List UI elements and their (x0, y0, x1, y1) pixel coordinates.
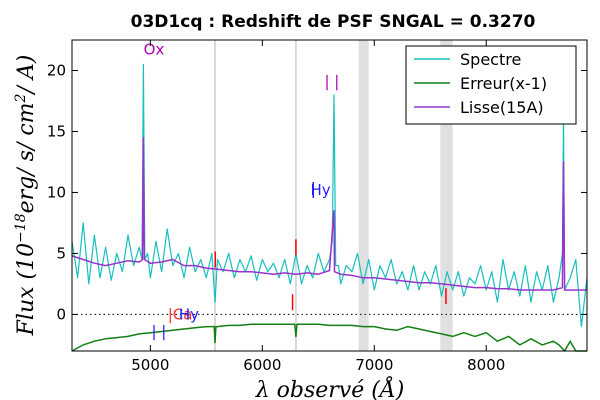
grey-band-0 (358, 40, 369, 351)
y-label-pre: Flux (10 (14, 243, 39, 336)
annotation-2: Hy (310, 181, 330, 199)
y-tick-label-1: 5 (56, 244, 66, 262)
markers-layer (214, 182, 447, 311)
annotation-0: Ox (144, 41, 165, 59)
y-label-post2: / A) (14, 55, 39, 96)
y-label-exp2: 2 (13, 93, 29, 103)
plot-frame (71, 39, 588, 352)
x-tick-label-0: 5000 (131, 356, 169, 374)
y-axis-label: Flux (10−18erg/ s/ cm2/ A) (13, 55, 39, 337)
annotation-3: | | (151, 322, 166, 340)
annotation-4: |Ca (168, 305, 193, 323)
chart-title: 03D1cq : Redshift de PSF SNGAL = 0.3270 (131, 12, 536, 32)
legend-label-lisse: Lisse(15A) (460, 98, 544, 117)
y-tick-label-3: 15 (47, 122, 66, 140)
x-tick-label-1: 6000 (243, 356, 281, 374)
x-tick-label-3: 8000 (467, 356, 505, 374)
y-tick-label-2: 10 (47, 183, 66, 201)
legend: Spectre Erreur(x-1) Lisse(15A) (405, 45, 577, 125)
series-line-lisse-15a- (71, 136, 587, 291)
annotation-5: Hy (179, 305, 199, 323)
x-tick-label-2: 7000 (355, 356, 393, 374)
x-axis-label: λ observé (Å) (255, 375, 405, 400)
annotation-1: | | (324, 72, 339, 90)
y-label-exp: −18 (13, 213, 29, 243)
y-tick-label-0: 0 (56, 305, 66, 323)
x-axis-ticks: 5000 6000 7000 8000 (131, 40, 505, 374)
y-tick-label-4: 20 (47, 61, 66, 79)
legend-label-spectre: Spectre (460, 50, 521, 69)
series-line-erreur-x-1- (71, 323, 587, 352)
legend-label-erreur: Erreur(x-1) (460, 74, 547, 93)
series-layer (71, 63, 588, 352)
y-label-post: erg/ s/ cm (14, 102, 39, 213)
y-axis-ticks: 0 5 10 15 20 (47, 61, 587, 323)
